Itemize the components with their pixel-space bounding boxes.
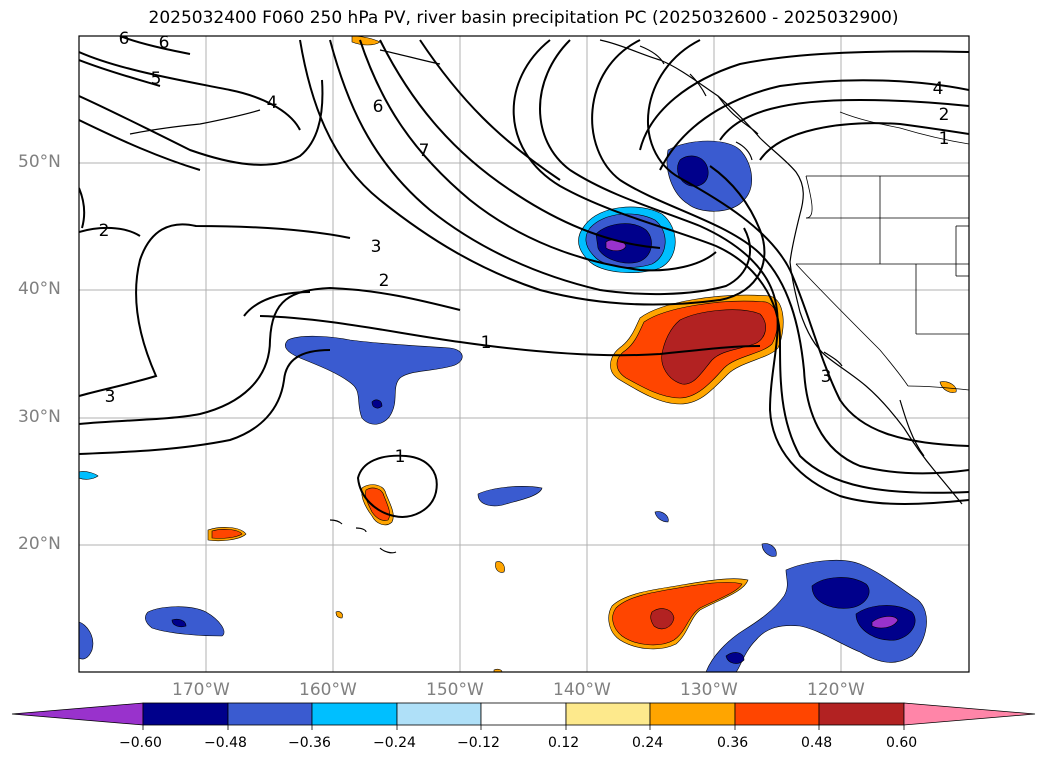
coastlines <box>129 39 963 554</box>
colorbar <box>11 702 1036 730</box>
contour-label: 3 <box>371 237 382 257</box>
colorbar-tick-label: 0.12 <box>548 735 580 751</box>
contour-label: 7 <box>419 141 430 161</box>
colorbar-tick-label: −0.36 <box>288 735 331 751</box>
precip-shading <box>79 36 957 672</box>
colorbar-swatch <box>734 702 820 726</box>
contour-label: 2 <box>379 271 390 291</box>
state-borders <box>795 111 969 391</box>
contour-label: 3 <box>821 367 832 387</box>
pv-contours <box>79 36 969 518</box>
colorbar-swatch <box>818 702 905 726</box>
colorbar-swatch <box>649 702 736 726</box>
map-frame <box>78 35 970 673</box>
colorbar-swatch <box>311 702 398 726</box>
contour-label: 3 <box>105 387 116 407</box>
colorbar-swatch <box>227 702 313 726</box>
lon-label: 130°W <box>680 680 738 700</box>
colorbar-tick-label: −0.12 <box>457 735 500 751</box>
lat-label: 20°N <box>18 534 61 554</box>
colorbar-swatch <box>903 702 1036 726</box>
colorbar-tick-label: 0.24 <box>632 735 664 751</box>
contour-label: 6 <box>373 97 384 117</box>
colorbar-tick-label: −0.48 <box>204 735 247 751</box>
colorbar-swatch <box>396 702 482 726</box>
contour-label: 5 <box>151 69 162 89</box>
contour-label: 4 <box>267 93 278 113</box>
colorbar-swatch <box>565 702 651 726</box>
lat-label: 40°N <box>18 279 61 299</box>
colorbar-tick-label: −0.24 <box>373 735 416 751</box>
contour-label-group: 6 6 5 4 6 7 4 2 1 2 3 2 1 3 1 3 <box>99 29 950 467</box>
contour-label: 4 <box>933 79 944 99</box>
contour-label: 1 <box>481 333 492 353</box>
contour-label: 1 <box>395 447 406 467</box>
lat-label: 30°N <box>18 407 61 427</box>
lon-label: 160°W <box>299 680 357 700</box>
colorbar-tick-label: 0.48 <box>801 735 833 751</box>
colorbar-swatch <box>480 702 567 726</box>
colorbar-tick-label: 0.36 <box>717 735 749 751</box>
colorbar-swatch <box>11 702 144 726</box>
colorbar-swatch <box>142 702 229 726</box>
lon-label: 170°W <box>172 680 230 700</box>
map-title: 2025032400 F060 250 hPa PV, river basin … <box>148 8 899 28</box>
neg-area-central-pacific <box>285 335 463 425</box>
colorbar-tick-label: 0.60 <box>886 735 918 751</box>
lon-label: 150°W <box>426 680 484 700</box>
neg-area-east-pacific <box>705 559 927 672</box>
contour-label: 2 <box>99 221 110 241</box>
lon-label: 140°W <box>553 680 611 700</box>
contour-label: 6 <box>159 33 170 53</box>
lon-label: 120°W <box>807 680 865 700</box>
contour-label: 2 <box>939 105 950 125</box>
contour-label: 1 <box>939 129 950 149</box>
contour-label: 6 <box>119 29 130 49</box>
colorbar-tick-label: −0.60 <box>119 735 162 751</box>
lat-label: 50°N <box>18 152 61 172</box>
